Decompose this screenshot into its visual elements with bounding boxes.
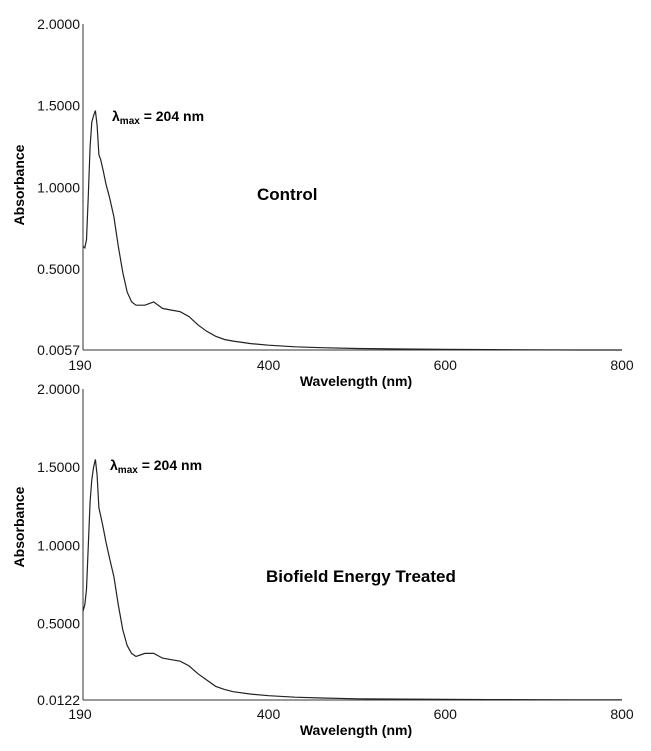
y-tick-label: 1.5000 (37, 459, 80, 475)
x-tick-label: 190 (68, 357, 92, 373)
lambda-symbol: λ (110, 457, 118, 473)
x-axis-title: Wavelength (nm) (300, 722, 412, 738)
x-tick-label: 800 (610, 706, 634, 722)
x-tick-labels: 190 400 600 800 (68, 706, 634, 722)
y-tick-labels: 0.0057 0.5000 1.0000 1.5000 2.0000 (37, 16, 80, 358)
x-axis-title: Wavelength (nm) (300, 373, 412, 389)
y-tick-label: 2.0000 (37, 16, 80, 32)
absorbance-curve (82, 110, 622, 351)
lambda-value: = 204 nm (138, 457, 202, 473)
x-tick-labels: 190 400 600 800 (68, 357, 634, 373)
chart-panel-control: 0.0057 0.5000 1.0000 1.5000 2.0000 190 400 600… (11, 16, 634, 389)
lambda-max-annotation: λmax = 204 nm (112, 108, 204, 127)
x-tick-label: 600 (434, 357, 458, 373)
lambda-subscript: max (118, 465, 138, 476)
y-axis-title: Absorbance (11, 144, 27, 225)
y-tick-label: 0.0122 (37, 692, 80, 708)
x-tick-label: 800 (610, 357, 634, 373)
lambda-value: = 204 nm (140, 108, 204, 124)
lambda-max-annotation: λmax = 204 nm (110, 457, 202, 476)
y-tick-label: 1.0000 (37, 537, 80, 553)
y-tick-label: 1.0000 (37, 179, 80, 195)
x-tick-label: 400 (257, 706, 281, 722)
x-tick-label: 600 (434, 706, 458, 722)
y-tick-label: 0.5000 (37, 261, 80, 277)
y-tick-label: 1.5000 (37, 98, 80, 114)
lambda-symbol: λ (112, 108, 120, 124)
x-tick-label: 400 (257, 357, 281, 373)
x-tick-label: 190 (68, 706, 92, 722)
lambda-subscript: max (120, 116, 140, 127)
panel-label: Control (257, 185, 317, 204)
y-tick-label: 2.0000 (37, 381, 80, 397)
chart-panel-treated: 0.0122 0.5000 1.0000 1.5000 2.0000 190 400 600… (11, 381, 634, 738)
panel-label: Biofield Energy Treated (266, 567, 456, 586)
y-tick-label: 0.5000 (37, 616, 80, 632)
absorbance-curve (82, 459, 622, 701)
y-tick-label: 0.0057 (37, 342, 80, 358)
y-tick-labels: 0.0122 0.5000 1.0000 1.5000 2.0000 (37, 381, 80, 708)
y-axis-title: Absorbance (11, 486, 27, 567)
